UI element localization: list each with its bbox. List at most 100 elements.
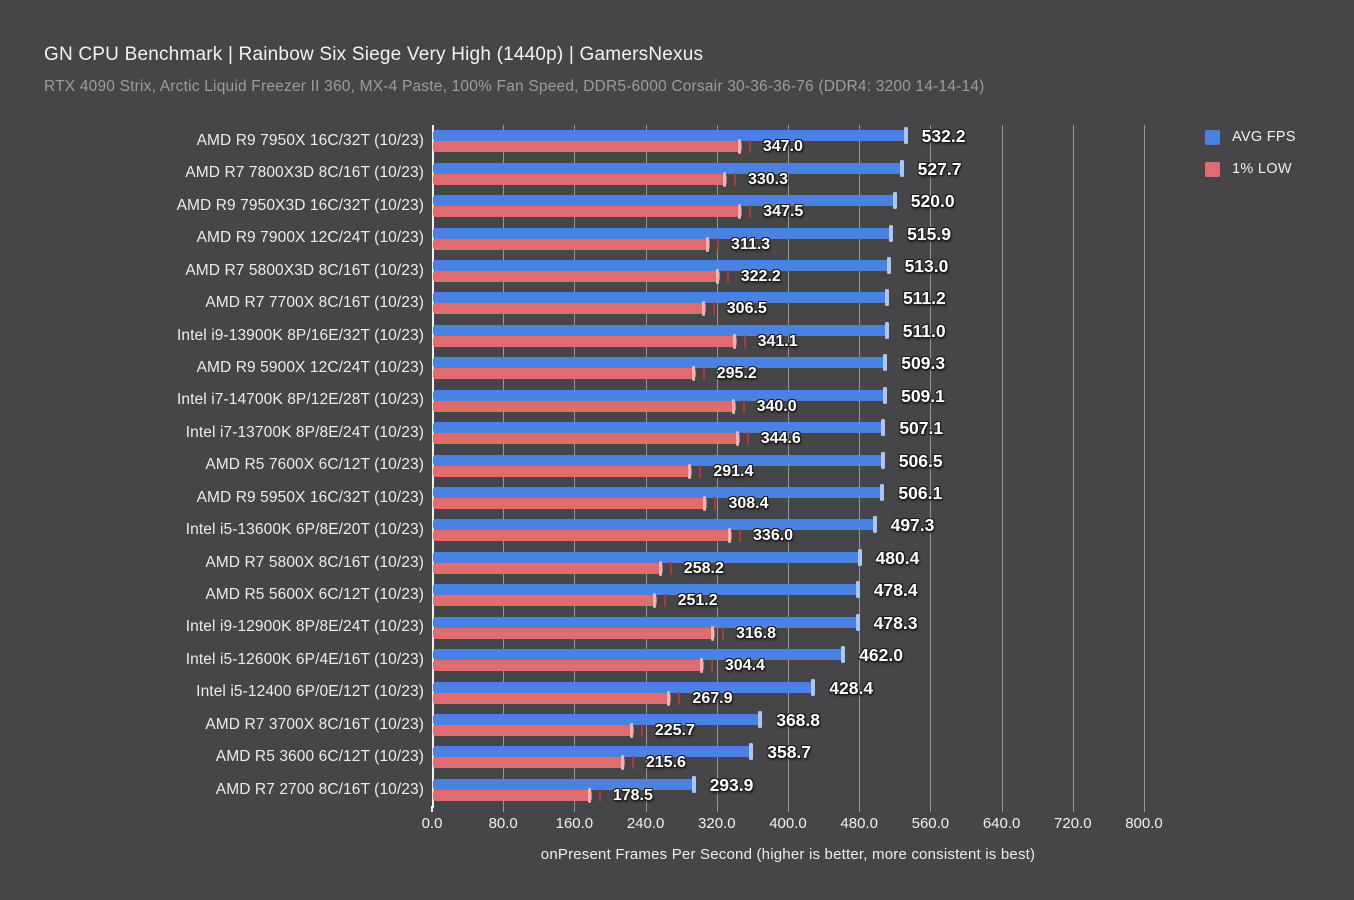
avg-fps-bar <box>433 159 904 177</box>
avg-error-cap <box>880 451 885 469</box>
one-percent-low-bar <box>433 495 708 511</box>
gridline <box>930 125 932 806</box>
avg-error-cap <box>886 256 891 274</box>
low-error-whisker <box>640 723 643 737</box>
one-percent-low-bar <box>433 366 696 382</box>
row-label: Intel i5-12400 6P/0E/12T (10/23) <box>196 683 424 701</box>
one-percent-low-value: 306.5 <box>726 300 767 318</box>
avg-error-cap <box>883 386 888 404</box>
axis-tick <box>645 806 647 812</box>
avg-fps-bar <box>433 678 816 696</box>
legend-item-avg: AVG FPS <box>1205 126 1296 148</box>
row-label: Intel i9-12900K 8P/8E/24T (10/23) <box>185 618 424 636</box>
axis-tick <box>1072 806 1074 812</box>
legend-label-avg: AVG FPS <box>1232 129 1296 145</box>
avg-fps-bar <box>433 386 888 404</box>
one-percent-low-bar <box>433 658 704 674</box>
avg-fps-bar <box>433 483 885 501</box>
gridline <box>1001 125 1003 806</box>
one-percent-low-bar <box>433 722 634 738</box>
row-label: AMD R5 7600X 6C/12T (10/23) <box>205 456 424 474</box>
avg-fps-bar <box>433 321 889 339</box>
avg-fps-value: 478.3 <box>873 612 918 633</box>
chart-subtitle: RTX 4090 Strix, Arctic Liquid Freezer II… <box>44 78 985 95</box>
low-error-cap <box>738 204 742 220</box>
one-percent-low-bar <box>433 301 706 317</box>
low-error-cap <box>688 463 692 479</box>
axis-tick <box>716 806 718 812</box>
low-error-cap <box>620 755 624 771</box>
low-error-cap <box>715 268 719 284</box>
row-label: AMD R7 7700X 8C/16T (10/23) <box>205 294 424 312</box>
low-error-whisker <box>739 529 742 543</box>
one-percent-low-bar <box>433 398 736 414</box>
low-error-cap <box>699 658 703 674</box>
avg-fps-bar <box>433 613 860 631</box>
avg-error-cap <box>855 581 860 599</box>
low-error-whisker <box>710 659 713 673</box>
avg-fps-value: 358.7 <box>767 742 812 763</box>
one-percent-low-bar <box>433 431 740 447</box>
avg-error-cap <box>899 159 904 177</box>
plot-area: 0.0 80.0 160.0 240.0 320.0 400.0 480.0 560.0 640… <box>177 125 1354 832</box>
avg-error-cap <box>880 483 885 501</box>
avg-error-cap <box>892 192 897 210</box>
avg-fps-value: 511.0 <box>902 320 946 341</box>
avg-fps-bar <box>433 775 696 793</box>
avg-fps-value: 515.9 <box>907 223 951 244</box>
low-error-whisker <box>749 205 752 219</box>
low-error-cap <box>667 690 671 706</box>
avg-error-cap <box>749 743 754 761</box>
avg-fps-value: 497.3 <box>890 515 935 536</box>
avg-fps-value: 506.5 <box>898 450 943 471</box>
avg-error-cap <box>841 646 846 664</box>
tick-label: 640.0 <box>982 815 1021 832</box>
avg-fps-bar <box>433 256 891 274</box>
tick-label: 720.0 <box>1054 815 1092 832</box>
avg-fps-value: 513.0 <box>904 255 949 276</box>
low-error-cap <box>731 398 735 414</box>
avg-error-cap <box>883 354 888 372</box>
gridline <box>859 125 861 806</box>
row-label: AMD R7 5800X 8C/16T (10/23) <box>205 553 424 571</box>
x-axis-label: onPresent Frames Per Second (higher is b… <box>540 846 1036 863</box>
one-percent-low-value: 258.2 <box>683 559 724 577</box>
row-label: AMD R7 5800X3D 8C/16T (10/23) <box>185 261 424 279</box>
low-error-whisker <box>712 302 715 316</box>
low-error-cap <box>701 301 705 317</box>
axis-tick <box>503 806 505 812</box>
row-label: AMD R7 3700X 8C/16T (10/23) <box>205 715 424 733</box>
avg-fps-value: 511.2 <box>902 288 946 309</box>
one-percent-low-bar <box>433 560 663 576</box>
avg-error-cap <box>691 775 696 793</box>
row-label: Intel i5-13600K 6P/8E/20T (10/23) <box>185 521 424 539</box>
chart-title: GN CPU Benchmark | Rainbow Six Siege Ver… <box>44 44 704 65</box>
one-percent-low-bar <box>433 236 711 252</box>
row-label: AMD R7 2700 8C/16T (10/23) <box>215 780 424 798</box>
tick-label: 80.0 <box>488 815 518 832</box>
gridline <box>1072 125 1074 806</box>
avg-fps-bar <box>433 646 846 664</box>
tick-label: 800.0 <box>1125 815 1163 832</box>
tick-label: 0.0 <box>421 815 443 832</box>
one-percent-low-bar <box>433 139 742 155</box>
low-error-whisker <box>748 140 751 154</box>
low-error-whisker <box>733 172 736 186</box>
tick-label: 480.0 <box>840 815 878 832</box>
avg-error-cap <box>903 127 908 145</box>
one-percent-low-value: 251.2 <box>677 592 718 610</box>
row-label: AMD R5 5600X 6C/12T (10/23) <box>205 586 424 603</box>
avg-fps-bar <box>433 289 889 307</box>
row-label: Intel i7-14700K 8P/12E/28T (10/23) <box>177 391 424 409</box>
low-error-cap <box>658 560 662 576</box>
avg-fps-bar <box>433 224 894 242</box>
avg-fps-value: 527.7 <box>917 158 962 179</box>
avg-fps-bar <box>433 548 862 566</box>
one-percent-low-value: 336.0 <box>753 527 794 545</box>
legend-label-low: 1% LOW <box>1232 161 1292 177</box>
avg-error-cap <box>881 419 886 437</box>
avg-fps-value: 506.1 <box>898 482 943 503</box>
row-label: AMD R5 3600 6C/12T (10/23) <box>215 748 424 766</box>
avg-fps-bar <box>433 451 885 469</box>
low-error-whisker <box>702 367 705 381</box>
